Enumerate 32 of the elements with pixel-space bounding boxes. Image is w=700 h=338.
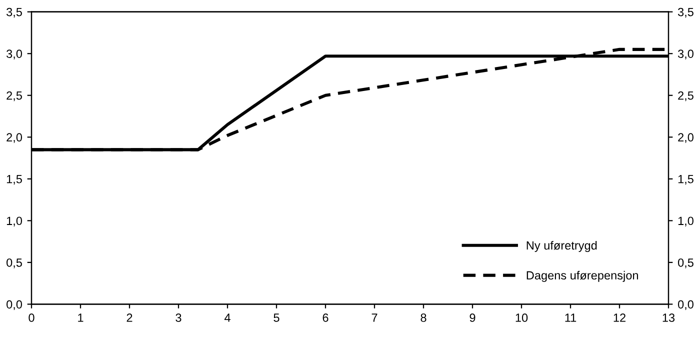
y-tick-label: 2,5 [6, 91, 22, 102]
y-tick-label: 3,5 [6, 8, 22, 18]
y2-tick-label: 1,0 [678, 216, 694, 226]
x-tick-label: 4 [224, 314, 230, 322]
y2-tick-label: 2,5 [678, 91, 694, 102]
x-tick-label: 2 [126, 314, 132, 322]
y2-tick-label: 2,0 [678, 133, 694, 143]
x-tick-label: 3 [176, 314, 182, 322]
y2-tick-label: 0,0 [678, 300, 694, 310]
x-tick-label: 9 [470, 314, 476, 322]
x-tick-label: 11 [565, 314, 576, 322]
x-tick-label: 10 [516, 314, 528, 322]
y-tick-label: 1,5 [6, 175, 22, 185]
x-tick-label: 0 [28, 314, 34, 322]
x-tick-label: 1 [78, 314, 84, 322]
y2-tick-label: 3,0 [678, 50, 694, 60]
y2-tick-label: 1,5 [678, 175, 694, 185]
y2-tick-label: 3,5 [678, 8, 694, 18]
x-tick-label: 8 [420, 314, 426, 322]
y-tick-label: 3,0 [6, 50, 22, 60]
legend-label: Dagens uførepensjon [526, 270, 638, 282]
y-tick-label: 0,0 [6, 300, 22, 310]
y-tick-label: 0,5 [6, 258, 22, 268]
x-tick-label: 5 [274, 314, 280, 322]
y2-tick-label: 0,5 [678, 258, 694, 268]
legend-label: Ny uføretrygd [526, 240, 597, 252]
x-tick-label: 12 [614, 314, 626, 322]
x-tick-label: 7 [372, 314, 378, 322]
y-tick-label: 2,0 [6, 133, 22, 143]
y-tick-label: 1,0 [6, 216, 22, 226]
x-tick-label: 13 [662, 314, 675, 322]
x-tick-label: 6 [322, 314, 328, 322]
